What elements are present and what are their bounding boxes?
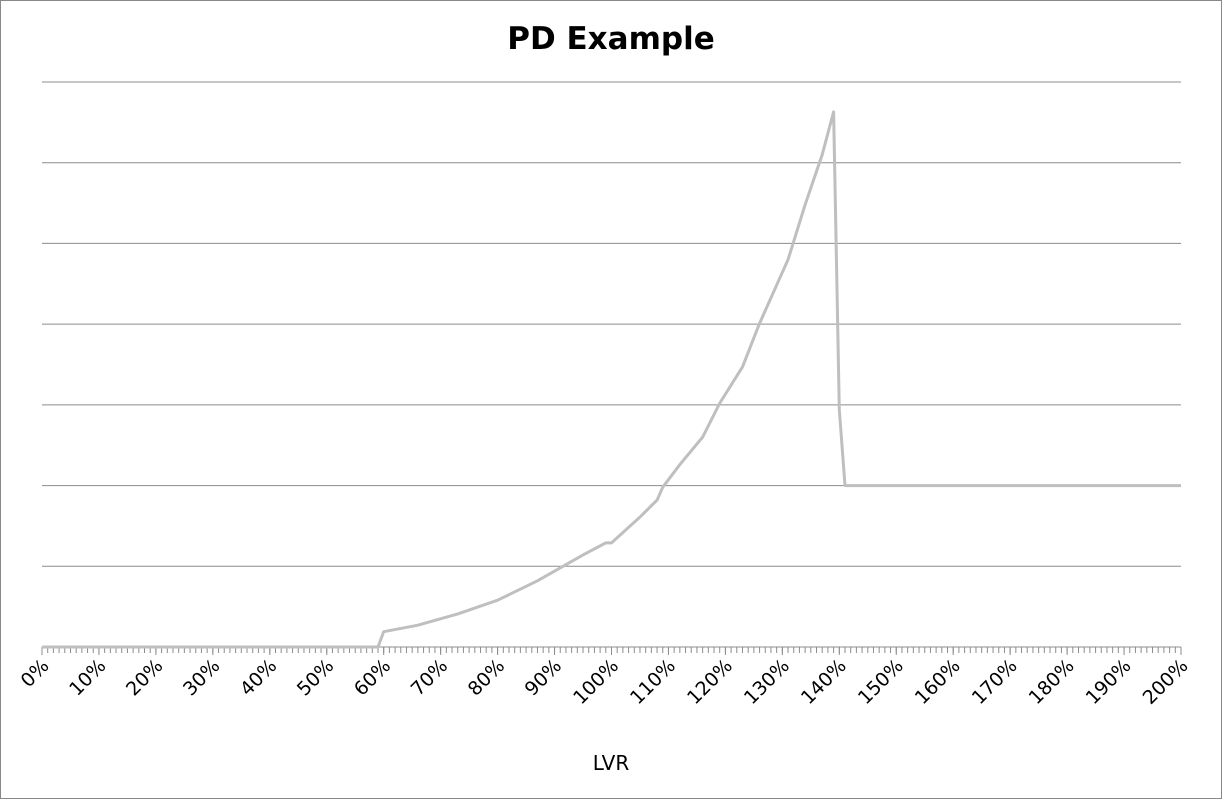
chart-title: PD Example xyxy=(507,21,714,57)
line-series xyxy=(42,110,1181,649)
x-axis-title: LVR xyxy=(593,751,630,775)
